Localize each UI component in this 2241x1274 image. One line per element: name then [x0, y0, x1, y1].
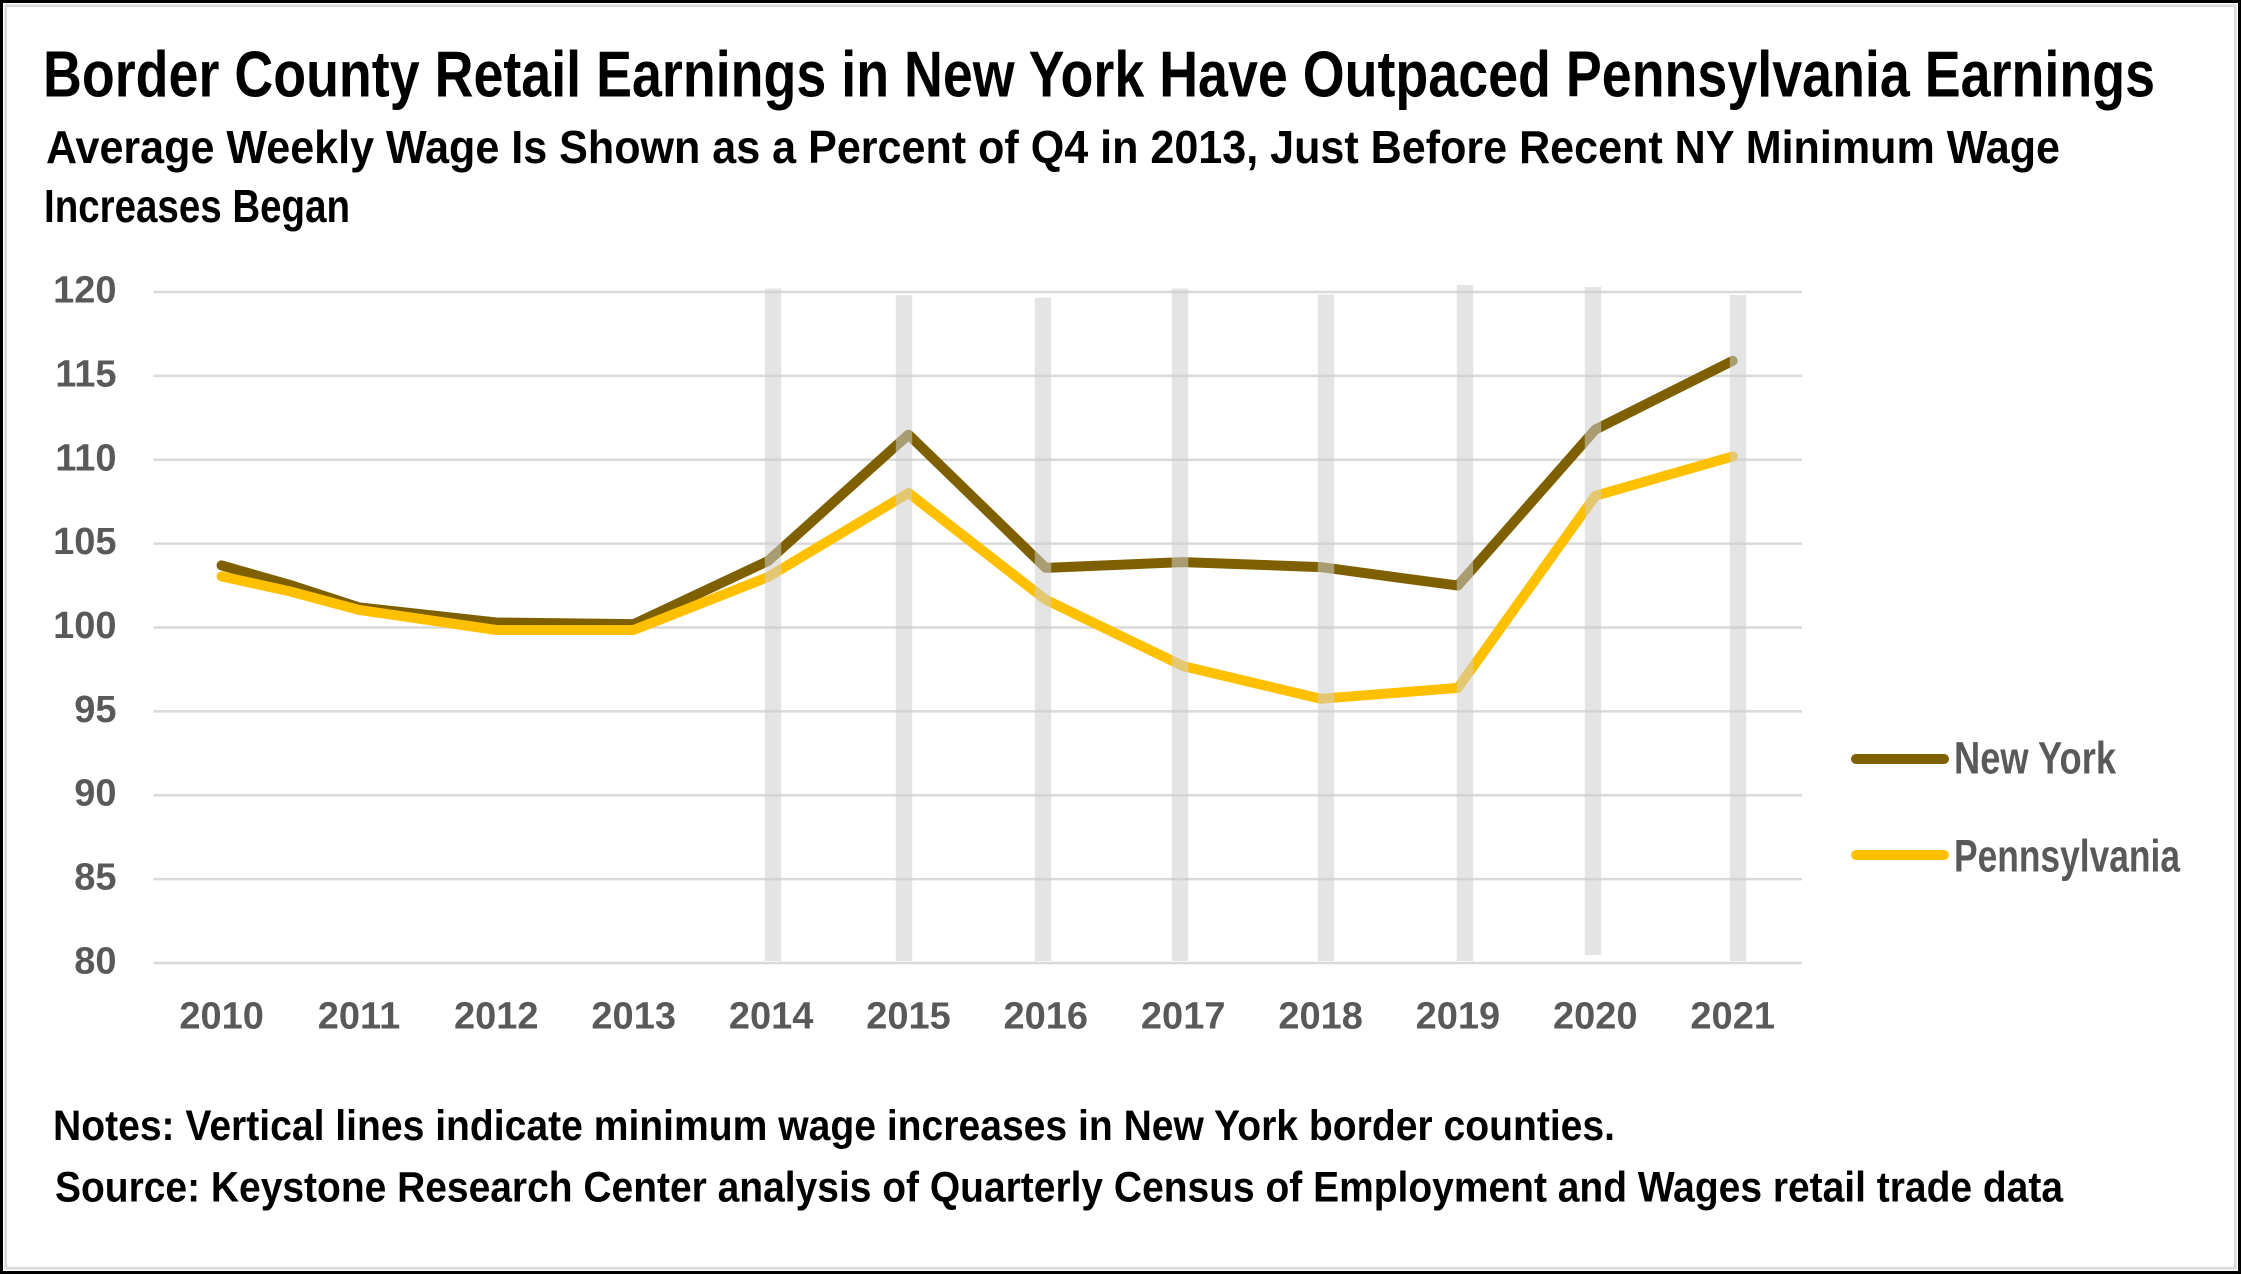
svg-text:Notes: Vertical lines indicate: Notes: Vertical lines indicate minimum w… [53, 1103, 1615, 1150]
svg-text:2015: 2015 [866, 995, 951, 1037]
svg-text:90: 90 [74, 773, 116, 815]
svg-text:2021: 2021 [1690, 995, 1775, 1037]
svg-text:2011: 2011 [318, 995, 400, 1037]
svg-text:80: 80 [74, 941, 116, 983]
svg-text:Increases Began: Increases Began [44, 180, 350, 232]
svg-text:Border County Retail Earnings: Border County Retail Earnings in New Yor… [43, 38, 2155, 111]
svg-text:110: 110 [55, 437, 116, 479]
svg-text:2018: 2018 [1278, 995, 1363, 1037]
svg-text:2016: 2016 [1004, 995, 1089, 1037]
svg-text:New York: New York [1954, 732, 2117, 783]
svg-text:120: 120 [53, 270, 116, 312]
svg-text:85: 85 [74, 857, 116, 899]
svg-text:2017: 2017 [1141, 995, 1226, 1037]
svg-text:2010: 2010 [179, 995, 264, 1037]
svg-text:2012: 2012 [454, 995, 539, 1037]
svg-text:Average Weekly Wage Is Shown a: Average Weekly Wage Is Shown as a Percen… [46, 121, 2060, 173]
svg-text:2020: 2020 [1553, 995, 1638, 1037]
svg-text:2013: 2013 [591, 995, 676, 1037]
svg-text:95: 95 [74, 689, 116, 731]
svg-text:Pennsylvania: Pennsylvania [1954, 830, 2181, 881]
svg-text:Source: Keystone Research Cent: Source: Keystone Research Center analysi… [55, 1165, 2063, 1212]
svg-text:100: 100 [53, 605, 116, 647]
svg-text:115: 115 [55, 353, 116, 395]
svg-text:2014: 2014 [729, 995, 814, 1037]
svg-text:2019: 2019 [1416, 995, 1501, 1037]
svg-text:105: 105 [53, 521, 116, 563]
